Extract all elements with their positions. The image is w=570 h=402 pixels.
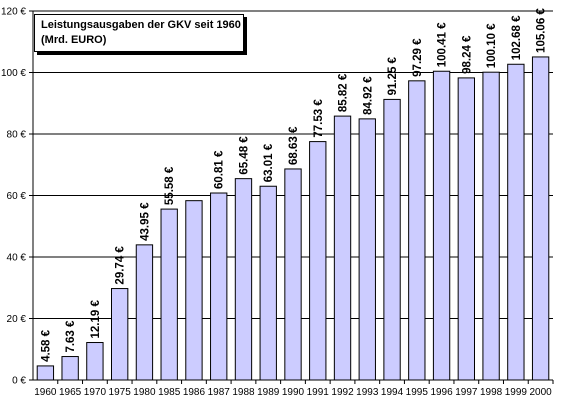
chart-title-box: Leistungsausgaben der GKV seit 1960 (Mrd… — [34, 14, 244, 52]
x-tick-label: 1965 — [59, 387, 82, 398]
bar-1965 — [61, 356, 79, 381]
data-label: 77.53 € — [313, 99, 325, 138]
bar-1992 — [333, 115, 352, 381]
data-label: 4.58 € — [40, 329, 52, 362]
x-tick-label: 1986 — [183, 387, 206, 398]
data-label: 98.24 € — [461, 35, 473, 74]
y-tick-label: 80 € — [7, 130, 27, 141]
x-tick-label: 1996 — [430, 387, 453, 398]
bar-1985 — [160, 208, 178, 381]
x-tick-label: 1995 — [406, 387, 429, 398]
y-tick-label: 20 € — [7, 314, 27, 325]
x-tick-label: 1975 — [109, 387, 132, 398]
bar-1980 — [135, 244, 154, 381]
bar-2000 — [531, 56, 550, 381]
data-labels: 4.58 € 7.63 € 12.19 € 29.74 € 43.95 € 55.58 €… — [40, 8, 547, 362]
bar-1988 — [234, 178, 253, 381]
data-label: 85.82 € — [338, 73, 350, 112]
data-label: 68.63 € — [288, 126, 300, 165]
data-label: 102.68 € — [511, 15, 523, 60]
data-label: 91.25 € — [387, 56, 399, 95]
bar-1986 — [185, 200, 203, 381]
axes — [29, 10, 554, 384]
x-tick-label: 1960 — [34, 387, 57, 398]
x-tick-label: 1987 — [208, 387, 231, 398]
y-tick-label: 120 € — [1, 7, 26, 18]
x-tick-label: 1999 — [505, 387, 528, 398]
data-label: 63.01 € — [263, 143, 275, 182]
bar-1999 — [507, 63, 525, 381]
bar-1990 — [284, 168, 302, 381]
y-tick-label: 0 € — [12, 376, 26, 387]
x-tick-label: 1998 — [480, 387, 503, 398]
data-label: 105.06 € — [536, 8, 548, 53]
y-tick-label: 100 € — [1, 68, 26, 79]
bar-1997 — [457, 77, 476, 381]
bar-1998 — [482, 71, 500, 381]
y-tick-labels: 0 € 20 € 40 € 60 € 80 € 100 € 120 € — [1, 7, 26, 387]
chart-title: Leistungsausgaben der GKV seit 1960 — [41, 19, 241, 31]
data-label: 100.41 € — [437, 22, 449, 67]
x-tick-label: 1994 — [381, 387, 404, 398]
x-tick-label: 1988 — [232, 387, 255, 398]
x-tick-labels: 1960 1965 1970 1975 1980 1985 1986 1987 1988 1989… — [34, 387, 552, 398]
x-tick-label: 2000 — [529, 387, 552, 398]
data-label: 12.19 € — [90, 300, 102, 339]
x-tick-label: 1970 — [84, 387, 107, 398]
x-tick-label: 1989 — [257, 387, 280, 398]
x-tick-label: 1993 — [356, 387, 379, 398]
bar-1991 — [309, 141, 327, 381]
bar-1996 — [432, 70, 451, 381]
data-label: 55.58 € — [164, 166, 176, 205]
bar-1994 — [383, 98, 401, 381]
x-tick-label: 1991 — [307, 387, 330, 398]
y-tick-label: 40 € — [7, 253, 27, 264]
data-label: 65.48 € — [238, 136, 250, 175]
x-tick-label: 1997 — [455, 387, 478, 398]
data-label: 7.63 € — [65, 320, 77, 353]
x-tick-label: 1992 — [331, 387, 354, 398]
x-tick-label: 1985 — [158, 387, 181, 398]
x-tick-label: 1980 — [133, 387, 156, 398]
bar-1987 — [210, 192, 228, 381]
bar-1995 — [408, 80, 426, 381]
data-label: 84.92 € — [362, 76, 374, 115]
y-tick-label: 60 € — [7, 191, 27, 202]
chart-subtitle: (Mrd. EURO) — [41, 34, 107, 46]
x-tick-label: 1990 — [282, 387, 305, 398]
bar-1970 — [86, 342, 104, 381]
data-label: 97.29 € — [412, 38, 424, 77]
bar-1960 — [36, 365, 55, 381]
data-label: 29.74 € — [115, 246, 127, 285]
bars — [36, 56, 550, 381]
data-label: 100.10 € — [486, 23, 498, 68]
bar-1989 — [259, 185, 277, 381]
data-label: 43.95 € — [139, 202, 151, 241]
bar-1993 — [358, 118, 376, 381]
data-label: 60.81 € — [214, 150, 226, 189]
bar-1975 — [111, 288, 129, 381]
